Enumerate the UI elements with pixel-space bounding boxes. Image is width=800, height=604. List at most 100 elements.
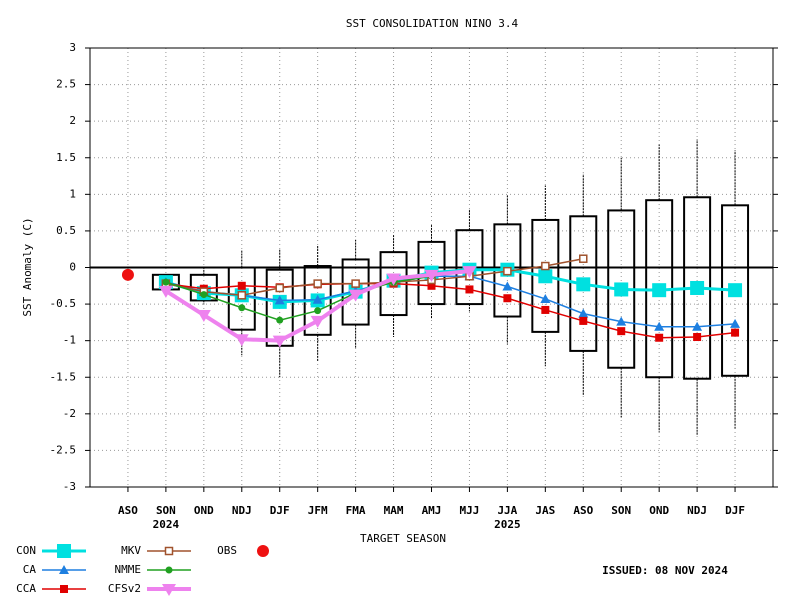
- x-tick-label: MAM: [384, 504, 404, 517]
- series-marker: [541, 305, 550, 314]
- series-marker: [237, 281, 246, 290]
- series-marker: [162, 278, 170, 286]
- legend-label: CA: [23, 563, 37, 576]
- series-marker: [616, 316, 627, 326]
- series-marker: [314, 307, 322, 315]
- series-marker: [503, 266, 512, 276]
- series-marker: [655, 333, 664, 342]
- series-marker: [272, 335, 287, 348]
- y-tick-label: -1: [63, 334, 76, 347]
- series-marker: [386, 273, 401, 286]
- x-tick-label: DJF: [270, 504, 290, 517]
- box: [455, 229, 484, 306]
- series-marker: [690, 280, 705, 295]
- box: [341, 258, 370, 326]
- x-tick-label: SON: [156, 504, 176, 517]
- series-marker: [540, 293, 551, 303]
- chart-title: SST CONSOLIDATION NINO 3.4: [346, 17, 519, 30]
- y-tick-label: -2.5: [50, 443, 77, 456]
- y-tick-label: 3: [69, 41, 76, 54]
- legend-label: OBS: [217, 544, 237, 557]
- y-tick-label: -3: [63, 480, 76, 493]
- series-line: [165, 275, 432, 321]
- legend-label: NMME: [115, 563, 142, 576]
- series-marker: [312, 294, 323, 304]
- series-marker: [200, 291, 208, 299]
- x-tick-label: JAS: [535, 504, 555, 517]
- series-marker: [237, 291, 247, 300]
- series-marker: [275, 283, 284, 293]
- series-marker: [424, 269, 439, 282]
- series-marker: [234, 334, 249, 347]
- legend-label: MKV: [121, 544, 141, 557]
- series-marker: [503, 294, 512, 303]
- series-marker: [310, 315, 325, 328]
- series-marker: [196, 310, 211, 323]
- series-marker: [652, 283, 667, 298]
- x-tick-label: NDJ: [687, 504, 707, 517]
- series-marker: [541, 261, 550, 271]
- series-marker: [578, 308, 589, 318]
- x-tick-label: AMJ: [422, 504, 442, 517]
- y-tick-label: 0.5: [56, 224, 76, 237]
- legend-label: CCA: [16, 582, 36, 595]
- series-marker: [692, 321, 703, 331]
- series-marker: [728, 283, 743, 298]
- series-marker: [348, 289, 363, 302]
- legend-marker: [60, 585, 68, 593]
- y-tick-label: 1: [69, 187, 76, 200]
- box: [531, 218, 560, 333]
- x-tick-label: FMA: [346, 504, 366, 517]
- y-tick-label: -1.5: [50, 370, 77, 383]
- x-tick-label: MJJ: [460, 504, 480, 517]
- series-marker: [427, 281, 436, 290]
- x-tick-label: NDJ: [232, 504, 252, 517]
- y-axis-label: SST Anomaly (C): [21, 217, 34, 316]
- series-marker: [654, 321, 665, 331]
- series-marker: [158, 285, 173, 298]
- series-marker: [238, 304, 246, 312]
- x-tick-label: ASO: [573, 504, 593, 517]
- legend-marker: [162, 584, 176, 596]
- series-line: [165, 257, 584, 297]
- year-label: 2024: [153, 518, 180, 531]
- y-tick-label: -0.5: [50, 297, 77, 310]
- series-marker: [731, 328, 740, 337]
- series-marker: [576, 277, 591, 292]
- series-marker: [579, 254, 588, 263]
- series-marker: [538, 269, 553, 284]
- series-marker: [617, 327, 626, 336]
- x-axis-label: TARGET SEASON: [360, 532, 446, 545]
- series-marker: [693, 333, 702, 342]
- legend-marker: [57, 544, 71, 558]
- series-marker: [313, 279, 322, 288]
- series-marker: [465, 285, 474, 294]
- legend-marker: [59, 565, 69, 574]
- box: [569, 215, 598, 352]
- series-marker: [121, 268, 134, 281]
- series-marker: [614, 282, 629, 297]
- series-marker: [462, 266, 477, 279]
- x-tick-label: SON: [611, 504, 631, 517]
- y-tick-label: 0: [69, 261, 76, 274]
- y-tick-label: 1.5: [56, 151, 76, 164]
- series-marker: [351, 279, 360, 288]
- legend-marker: [257, 545, 269, 557]
- series-marker: [502, 281, 513, 291]
- series-marker: [274, 295, 285, 305]
- y-tick-label: -2: [63, 407, 76, 420]
- legend-label: CFSv2: [108, 582, 141, 595]
- legend-label: CON: [16, 544, 36, 557]
- legend-marker: [164, 546, 174, 556]
- series-marker: [579, 316, 588, 325]
- year-label: 2025: [494, 518, 521, 531]
- x-tick-label: DJF: [725, 504, 745, 517]
- y-tick-label: 2: [69, 114, 76, 127]
- x-tick-label: JFM: [308, 504, 328, 517]
- series-marker: [276, 316, 284, 324]
- x-tick-label: ASO: [118, 504, 138, 517]
- x-tick-label: JJA: [497, 504, 517, 517]
- x-tick-label: OND: [194, 504, 214, 517]
